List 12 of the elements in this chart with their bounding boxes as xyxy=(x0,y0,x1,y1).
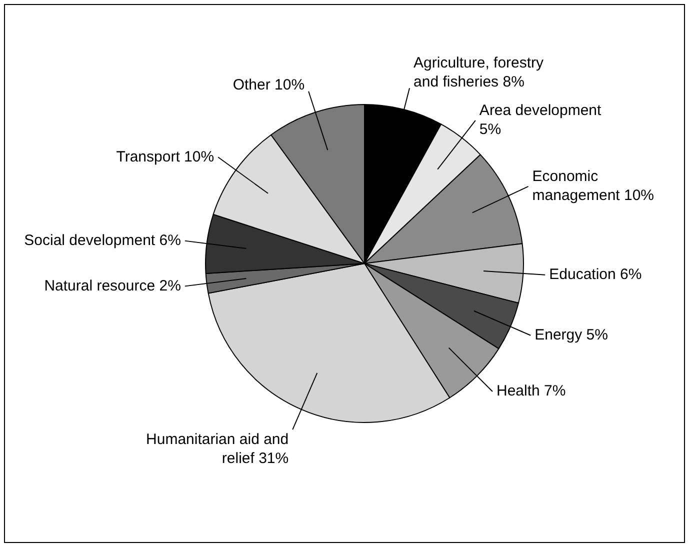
slice-label: Health 7% xyxy=(496,382,566,400)
slice-label: Other 10% xyxy=(232,76,305,94)
slice-label: Economic management 10% xyxy=(532,168,654,204)
slice-label: Transport 10% xyxy=(116,148,214,166)
slice-label: Area development xyxy=(479,102,602,120)
slice-label: Energy 5% xyxy=(534,326,608,344)
slice-label: Agriculture, forestry and fisheries 8% xyxy=(414,54,544,90)
slice-label: Social development 6% xyxy=(24,232,181,249)
slice-label: Natural resource 2% xyxy=(44,277,181,294)
slice-label: Humanitarian aid and relief 31% xyxy=(146,430,289,467)
slice-label: Education 6% xyxy=(549,266,642,284)
data-label: 5% xyxy=(479,121,502,138)
